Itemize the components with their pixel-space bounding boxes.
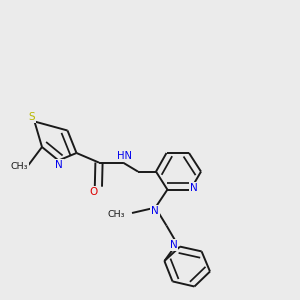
Text: N: N (151, 206, 159, 216)
Text: N: N (55, 160, 63, 170)
Text: HN: HN (117, 151, 132, 161)
Text: S: S (29, 112, 35, 122)
Text: N: N (190, 183, 198, 193)
Text: O: O (90, 187, 98, 197)
Text: CH₃: CH₃ (107, 210, 124, 219)
Text: CH₃: CH₃ (11, 162, 28, 171)
Text: N: N (169, 240, 177, 250)
